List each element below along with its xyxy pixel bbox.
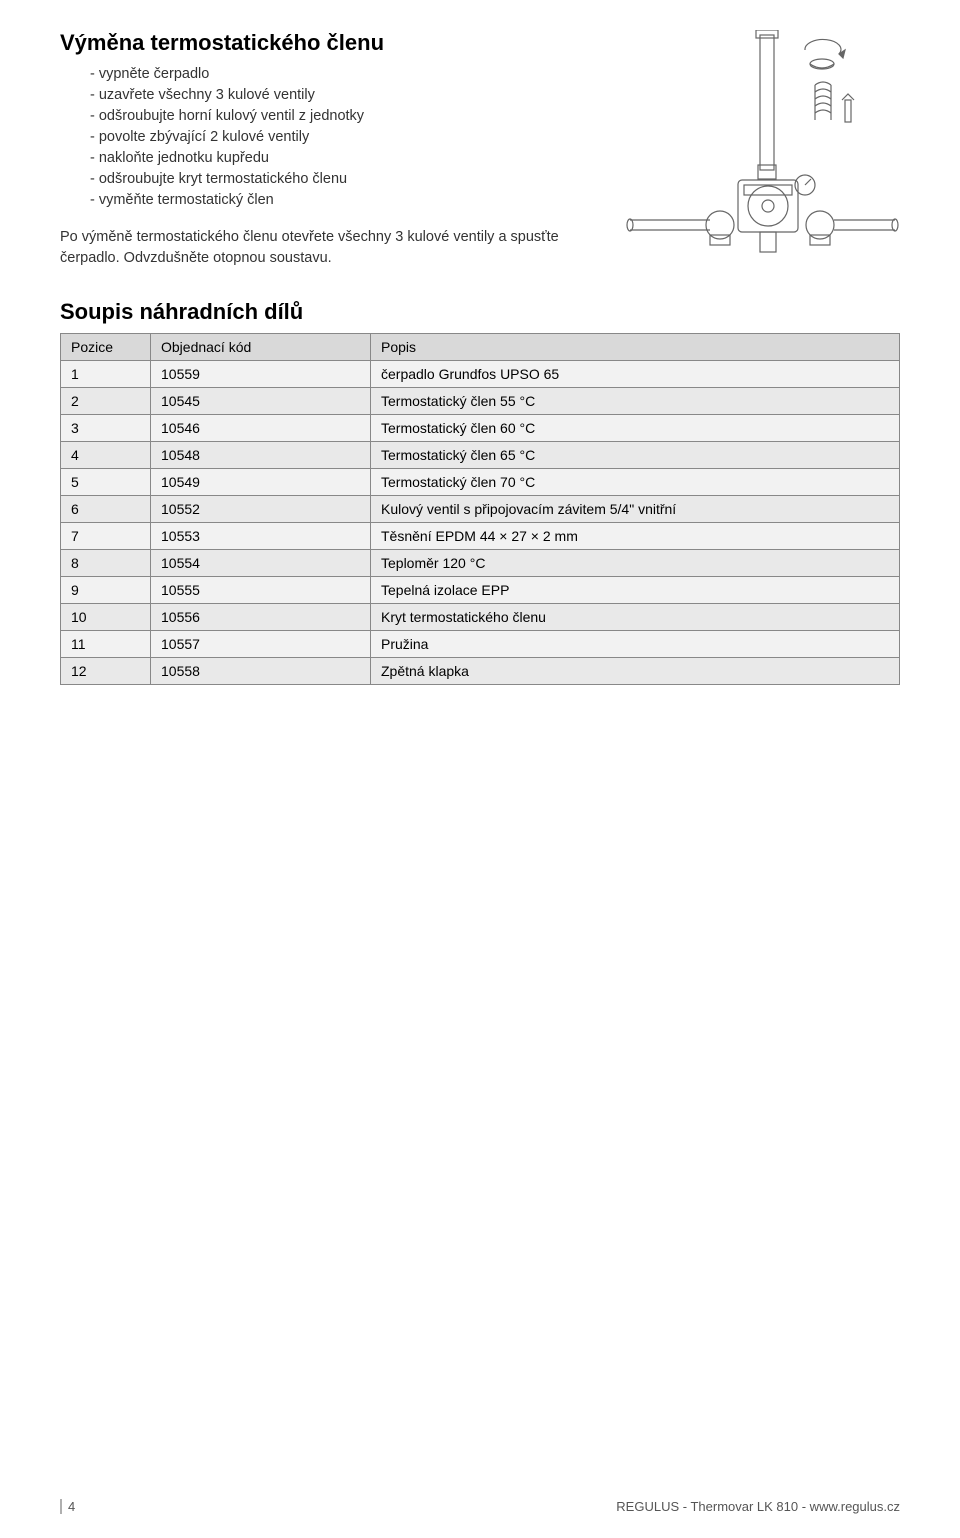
page-number: 4 [60, 1499, 75, 1514]
table-header: Objednací kód [151, 334, 371, 361]
table-cell: 10545 [151, 388, 371, 415]
table-row: 910555Tepelná izolace EPP [61, 577, 900, 604]
table-cell: Termostatický člen 55 °C [371, 388, 900, 415]
table-cell: Kulový ventil s připojovacím závitem 5/4… [371, 496, 900, 523]
section1-heading: Výměna termostatického členu [60, 30, 560, 56]
table-cell: 10553 [151, 523, 371, 550]
table-cell: Termostatický člen 60 °C [371, 415, 900, 442]
table-cell: 9 [61, 577, 151, 604]
table-cell: Těsnění EPDM 44 × 27 × 2 mm [371, 523, 900, 550]
table-row: 410548Termostatický člen 65 °C [61, 442, 900, 469]
page-footer: 4 REGULUS - Thermovar LK 810 - www.regul… [60, 1499, 900, 1514]
table-cell: 10549 [151, 469, 371, 496]
table-cell: 10556 [151, 604, 371, 631]
table-cell: 10557 [151, 631, 371, 658]
table-cell: Pružina [371, 631, 900, 658]
table-cell: Kryt termostatického členu [371, 604, 900, 631]
table-cell: 10558 [151, 658, 371, 685]
footer-right-text: REGULUS - Thermovar LK 810 - www.regulus… [616, 1499, 900, 1514]
table-cell: 11 [61, 631, 151, 658]
table-cell: 5 [61, 469, 151, 496]
table-cell: 1 [61, 361, 151, 388]
list-item: - uzavřete všechny 3 kulové ventily [90, 85, 560, 106]
list-item: - nakloňte jednotku kupředu [90, 148, 560, 169]
list-item: - vypněte čerpadlo [90, 64, 560, 85]
table-row: 1210558Zpětná klapka [61, 658, 900, 685]
table-cell: 10546 [151, 415, 371, 442]
table-cell: Termostatický člen 70 °C [371, 469, 900, 496]
list-item: - odšroubujte kryt termostatického členu [90, 169, 560, 190]
section1-para: Po výměně termostatického členu otevřete… [60, 227, 560, 269]
table-cell: 3 [61, 415, 151, 442]
section2-heading: Soupis náhradních dílů [60, 299, 900, 325]
spare-parts-table: Pozice Objednací kód Popis 110559čerpadl… [60, 333, 900, 685]
table-row: 1110557Pružina [61, 631, 900, 658]
table-cell: Tepelná izolace EPP [371, 577, 900, 604]
table-cell: 4 [61, 442, 151, 469]
table-row: 210545Termostatický člen 55 °C [61, 388, 900, 415]
table-row: 110559čerpadlo Grundfos UPSO 65 [61, 361, 900, 388]
table-row: 510549Termostatický člen 70 °C [61, 469, 900, 496]
table-cell: 10548 [151, 442, 371, 469]
thermostatic-unit-diagram [610, 30, 900, 290]
table-cell: 2 [61, 388, 151, 415]
table-cell: 8 [61, 550, 151, 577]
table-cell: 12 [61, 658, 151, 685]
table-row: 310546Termostatický člen 60 °C [61, 415, 900, 442]
list-item: - vyměňte termostatický člen [90, 190, 560, 211]
table-cell: 7 [61, 523, 151, 550]
list-item: - odšroubujte horní kulový ventil z jedn… [90, 106, 560, 127]
table-row: 710553Těsnění EPDM 44 × 27 × 2 mm [61, 523, 900, 550]
table-cell: Termostatický člen 65 °C [371, 442, 900, 469]
table-cell: 10552 [151, 496, 371, 523]
table-cell: 10555 [151, 577, 371, 604]
table-cell: 10554 [151, 550, 371, 577]
table-cell: 10 [61, 604, 151, 631]
table-cell: Zpětná klapka [371, 658, 900, 685]
table-cell: čerpadlo Grundfos UPSO 65 [371, 361, 900, 388]
bullet-list: - vypněte čerpadlo - uzavřete všechny 3 … [90, 64, 560, 211]
table-header: Popis [371, 334, 900, 361]
table-cell: Teploměr 120 °C [371, 550, 900, 577]
table-cell: 10559 [151, 361, 371, 388]
table-row: 1010556Kryt termostatického členu [61, 604, 900, 631]
table-row: 610552Kulový ventil s připojovacím závit… [61, 496, 900, 523]
table-cell: 6 [61, 496, 151, 523]
list-item: - povolte zbývající 2 kulové ventily [90, 127, 560, 148]
table-header: Pozice [61, 334, 151, 361]
table-row: 810554Teploměr 120 °C [61, 550, 900, 577]
